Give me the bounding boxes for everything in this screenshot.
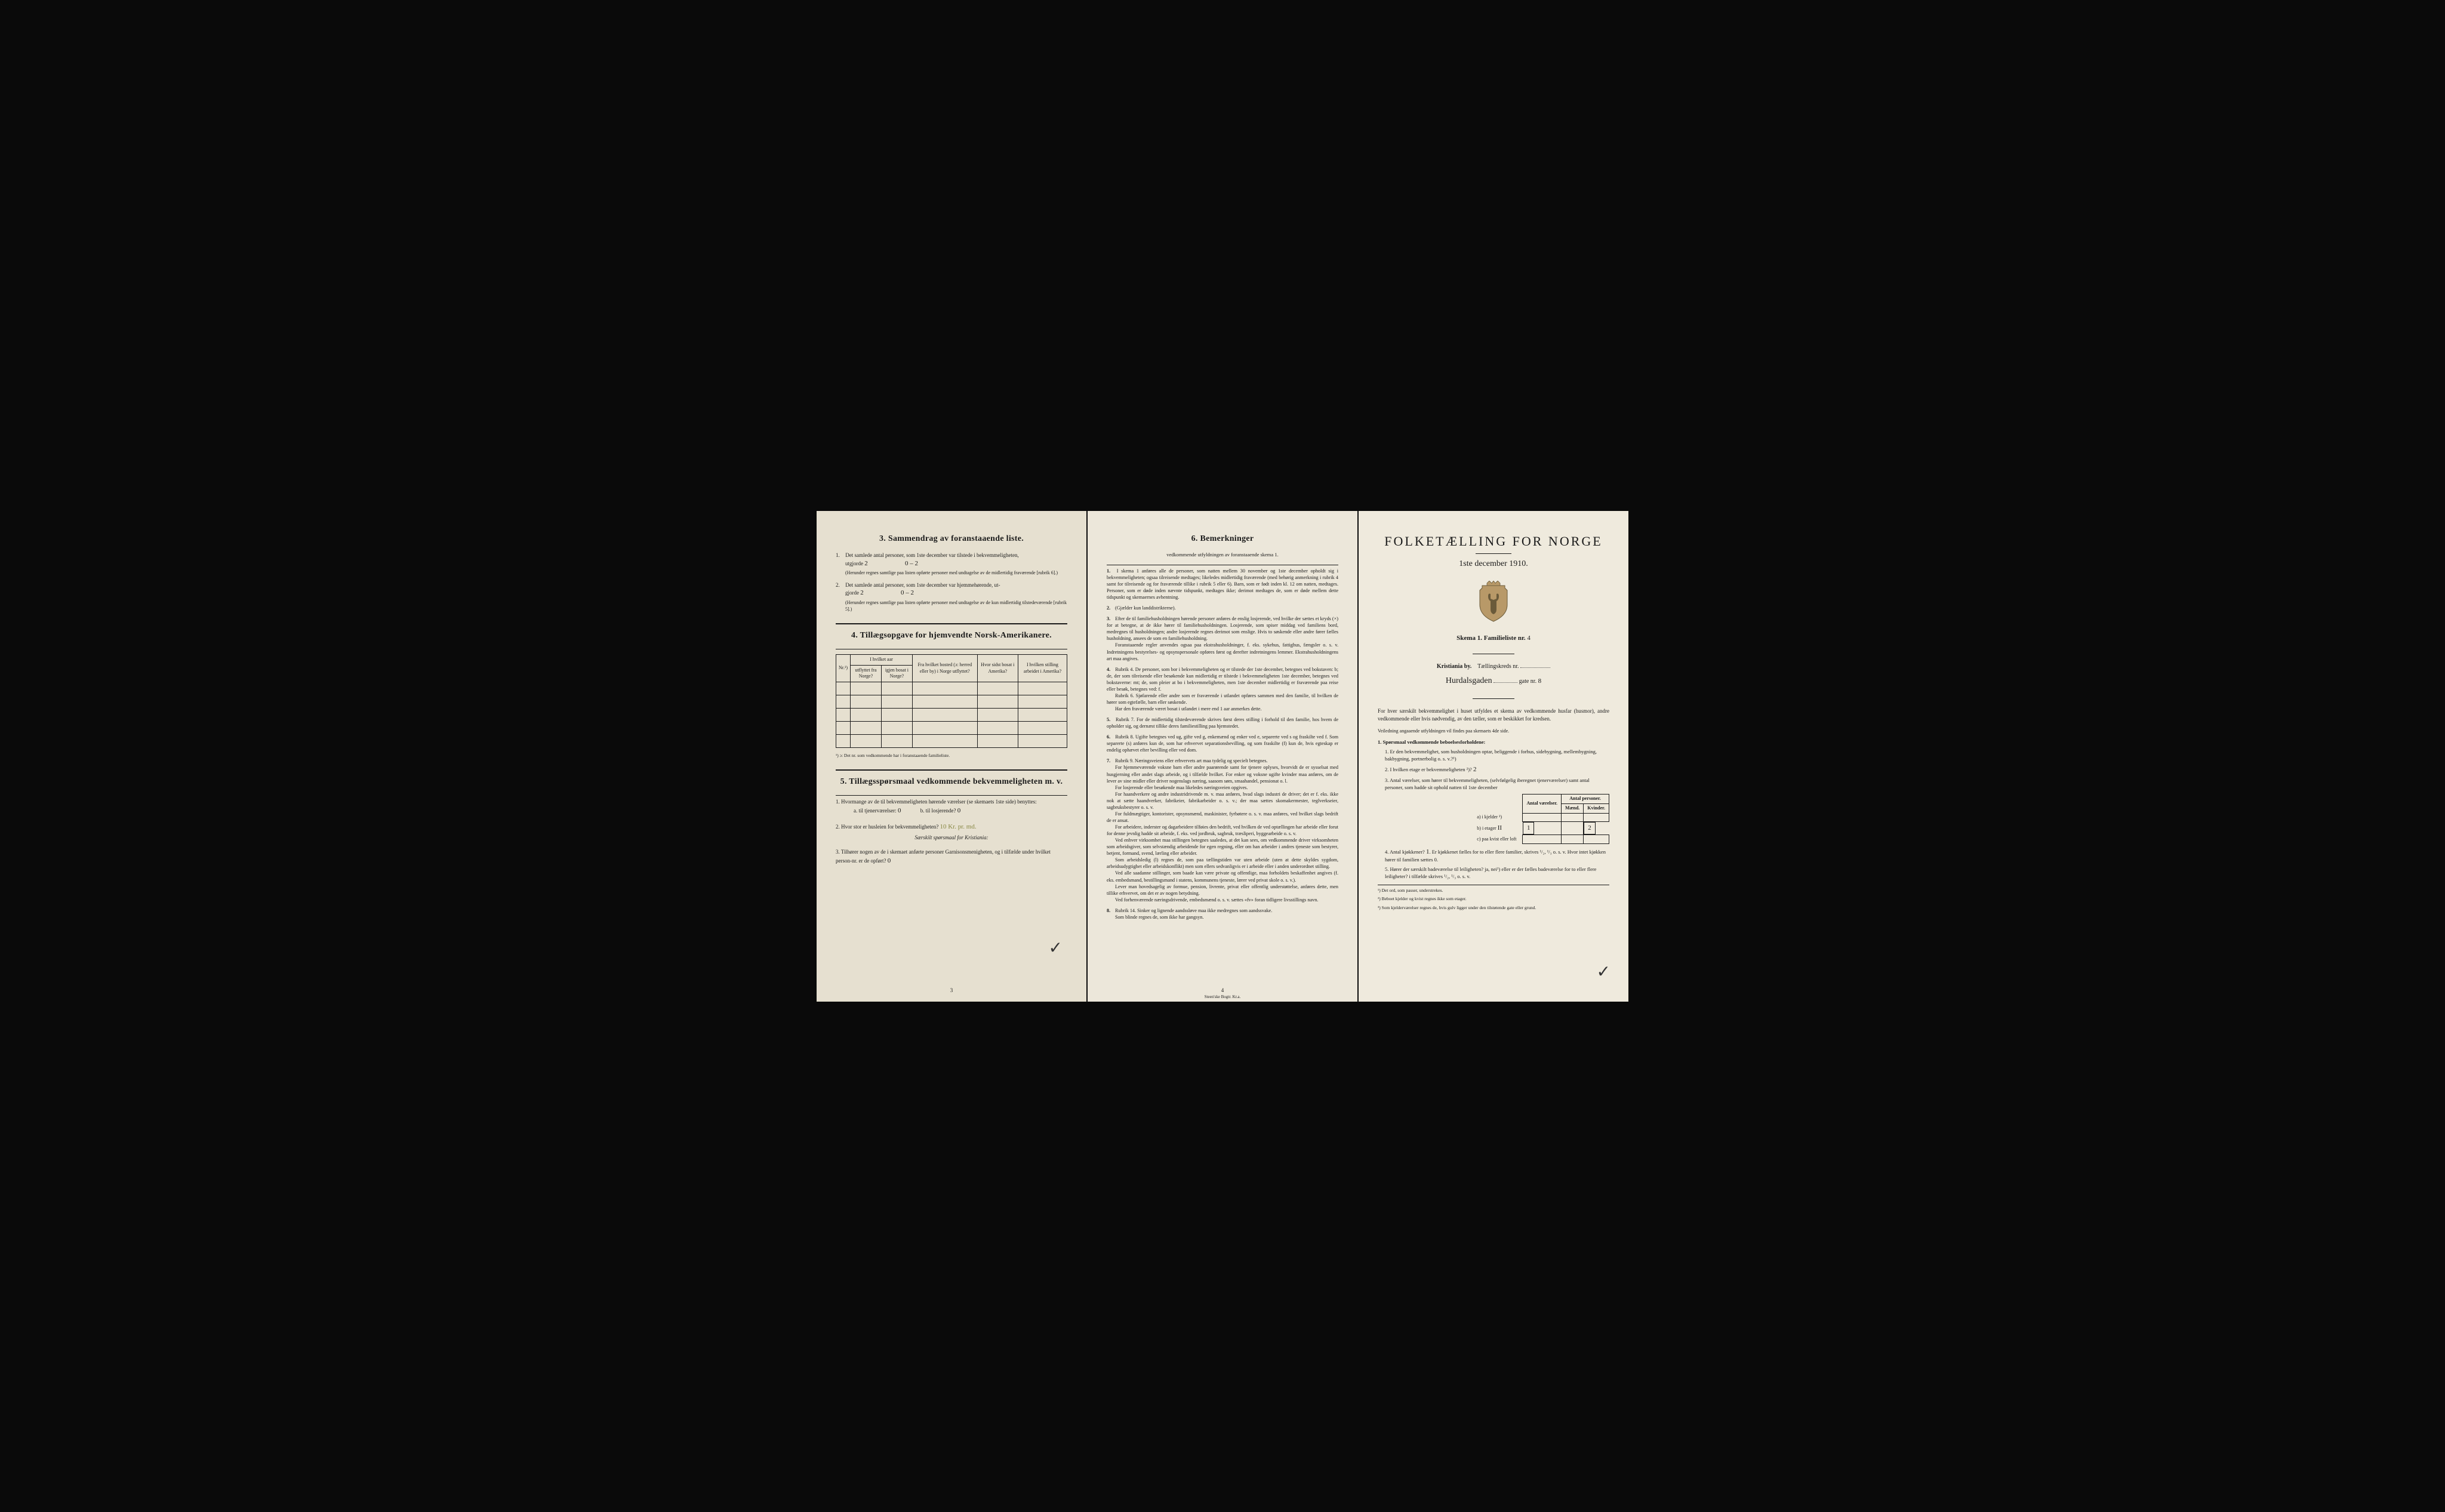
- s5-q2: 2. Hvor stor er husleien for bekvemmelig…: [836, 822, 1067, 842]
- table-row: [836, 735, 1067, 748]
- section-3-title: 3. Sammendrag av foranstaaende liste.: [836, 534, 1067, 545]
- q4: 4. Antal kjøkkener? 1. Er kjøkkenet fæll…: [1385, 848, 1609, 863]
- section-5-title: 5. Tillægsspørsmaal vedkommende bekvemme…: [836, 777, 1067, 787]
- footnote-3: ³) Som kjelderværelser regnes de, hvis g…: [1378, 905, 1609, 911]
- s4-footnote: ¹) ɔ: Det nr. som vedkommende har i fora…: [836, 753, 1067, 759]
- q-title: 1. Spørsmaal vedkommende beboelsesforhol…: [1378, 739, 1609, 746]
- table-row: [836, 722, 1067, 735]
- bem-item: 2. (Gjælder kun landdistrikterne).: [1107, 605, 1338, 611]
- amerikanere-table: Nr.¹) I hvilket aar Fra hvilket bosted (…: [836, 654, 1067, 748]
- page-4: 6. Bemerkninger vedkommende utfyldningen…: [1088, 511, 1357, 1002]
- section-6-title: 6. Bemerkninger: [1107, 534, 1338, 545]
- street-line: Hurdalsgaden gate nr. 8: [1378, 676, 1609, 687]
- s3-item-1: 1. Det samlede antal personer, som 1ste …: [836, 552, 1067, 576]
- bem-item: 7. Rubrik 9. Næringsveiens eller erhverv…: [1107, 757, 1338, 903]
- bem-item: 1. I skema 1 anføres alle de personer, s…: [1107, 568, 1338, 601]
- bem-item: 5. Rubrik 7. For de midlertidig tilstede…: [1107, 716, 1338, 729]
- census-document: 3. Sammendrag av foranstaaende liste. 1.…: [817, 511, 1628, 1002]
- check-mark-icon: ✓: [1049, 937, 1063, 960]
- coat-of-arms: [1378, 581, 1609, 626]
- page-3: 3. Sammendrag av foranstaaende liste. 1.…: [817, 511, 1086, 1002]
- intro-text: For hver særskilt bekvemmelighet i huset…: [1378, 707, 1609, 722]
- table-row: [836, 682, 1067, 695]
- intro-note: Veiledning angaaende utfyldningen vil fi…: [1378, 728, 1609, 734]
- printer-mark: Steen'ske Bogtr. Kr.a.: [1205, 994, 1241, 1000]
- page-1-cover: FOLKETÆLLING FOR NORGE 1ste december 191…: [1359, 511, 1628, 1002]
- s3-item-2: 2. Det samlede antal personer, som 1ste …: [836, 581, 1067, 612]
- bem-item: 6. Rubrik 8. Ugifte betegnes ved ug, gif…: [1107, 734, 1338, 753]
- q3: 3. Antal værelser, som hører til bekvemm…: [1385, 777, 1609, 791]
- table-row: [836, 709, 1067, 722]
- page-number: 3: [950, 987, 953, 994]
- section-4-title: 4. Tillægsopgave for hjemvendte Norsk-Am…: [836, 630, 1067, 642]
- bemerkninger-list: 1. I skema 1 anføres alle de personer, s…: [1107, 568, 1338, 920]
- check-mark-icon: ✓: [1597, 961, 1611, 984]
- table-row: c) paa kvist eller loft: [1473, 835, 1609, 844]
- section-6-subtitle: vedkommende utfyldningen av foranstaaend…: [1107, 552, 1338, 558]
- q5: 5. Hører der særskilt badeværelse til le…: [1385, 866, 1609, 880]
- bem-item: 8. Rubrik 14. Sinker og lignende aandssl…: [1107, 907, 1338, 920]
- bem-item: 3. Efter de til familiehusholdningen hør…: [1107, 615, 1338, 661]
- s5-q1: 1. Hvormange av de til bekvemmeligheten …: [836, 798, 1067, 816]
- main-date: 1ste december 1910.: [1378, 559, 1609, 570]
- bem-item: 4. Rubrik 4. De personer, som bor i bekv…: [1107, 666, 1338, 712]
- q1: 1. Er den bekvemmelighet, som husholdnin…: [1385, 749, 1609, 762]
- q2: 2. I hvilken etage er bekvemmeligheten ²…: [1385, 765, 1609, 774]
- skema-line: Skema 1. Familieliste nr. 4: [1378, 634, 1609, 643]
- rooms-table: Antal værelser. Antal personer. Mænd. Kv…: [1473, 794, 1609, 844]
- by-line: Kristiania by. Tællingskreds nr.: [1378, 663, 1609, 671]
- crest-icon: [1476, 581, 1511, 624]
- page-number: 4: [1221, 987, 1224, 994]
- footnote-2: ²) Beboet kjelder og kvist regnes ikke s…: [1378, 896, 1609, 902]
- table-row: b) i etager II 1 2: [1473, 822, 1609, 835]
- table-row: a) i kjelder ³): [1473, 813, 1609, 822]
- s5-q3: 3. Tilhører nogen av de i skemaet anført…: [836, 848, 1067, 866]
- footnote-1: ¹) Det ord, som passer, understrekes.: [1378, 888, 1609, 894]
- table-row: [836, 695, 1067, 709]
- main-title: FOLKETÆLLING FOR NORGE: [1378, 532, 1609, 550]
